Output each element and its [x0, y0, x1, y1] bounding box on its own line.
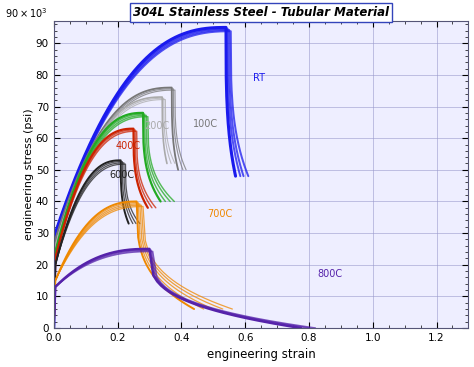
Text: $90\times10^3$: $90\times10^3$: [5, 7, 47, 21]
Text: RT: RT: [253, 73, 265, 83]
Text: 800C: 800C: [317, 269, 342, 279]
Y-axis label: engineering stress (psi): engineering stress (psi): [24, 109, 34, 240]
Title: 304L Stainless Steel - Tubular Material: 304L Stainless Steel - Tubular Material: [133, 6, 389, 19]
Text: 400C: 400C: [116, 141, 141, 151]
X-axis label: engineering strain: engineering strain: [207, 348, 316, 361]
Text: 600C: 600C: [109, 170, 135, 180]
Text: 700C: 700C: [207, 209, 232, 219]
Text: 200C: 200C: [145, 121, 170, 131]
Text: 100C: 100C: [192, 119, 218, 129]
